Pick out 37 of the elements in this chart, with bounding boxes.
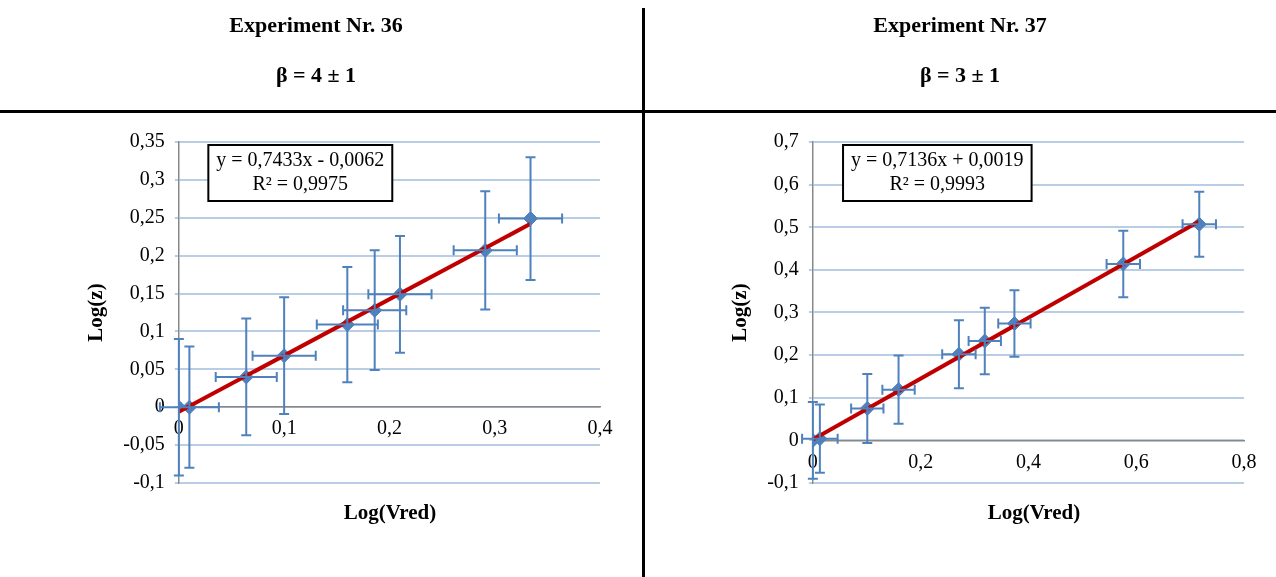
x-tick-label: 0,4 bbox=[1015, 449, 1041, 472]
y-tick-label: 0,1 bbox=[139, 318, 165, 341]
y-tick-label: 0,3 bbox=[139, 167, 165, 190]
x-tick-label: 0,1 bbox=[271, 416, 297, 439]
chart-title: Experiment Nr. 36 bbox=[228, 12, 404, 38]
y-tick-label: 0,3 bbox=[773, 299, 799, 322]
y-tick-label: 0,05 bbox=[129, 356, 165, 379]
x-tick-label: 0,8 bbox=[1231, 449, 1257, 472]
x-tick-label: 0,4 bbox=[587, 416, 613, 439]
y-tick-label: -0,05 bbox=[123, 432, 165, 455]
y-tick-label: 0,6 bbox=[773, 171, 799, 194]
x-axis-title: Log(Vred) bbox=[986, 500, 1082, 525]
y-tick-label: 0,1 bbox=[773, 385, 799, 407]
annotation: R² = 0,9993 bbox=[889, 172, 986, 195]
y-axis-title: Log(z) bbox=[83, 283, 108, 342]
y-tick-label: 0,2 bbox=[139, 242, 165, 265]
y-tick-label: 0,35 bbox=[129, 129, 165, 152]
x-tick-label: 0,3 bbox=[482, 416, 508, 439]
y-tick-label: 0,4 bbox=[773, 257, 799, 280]
chart-title: Experiment Nr. 37 bbox=[872, 12, 1048, 38]
x-tick-label: 0,2 bbox=[376, 416, 402, 439]
annotation: y = 0,7433x - 0,0062 bbox=[216, 148, 385, 172]
chart-subtitle: β = 3 ± 1 bbox=[918, 62, 1002, 88]
x-tick-label: 0,6 bbox=[1123, 449, 1149, 472]
y-tick-label: -0,1 bbox=[767, 470, 799, 493]
y-tick-label: -0,1 bbox=[133, 470, 165, 493]
y-tick-label: 0,5 bbox=[773, 214, 799, 237]
annotation: y = 0,7136x + 0,0019 bbox=[851, 148, 1024, 172]
y-axis-title: Log(z) bbox=[727, 283, 752, 342]
annotation: R² = 0,9975 bbox=[252, 172, 349, 195]
y-tick-label: 0,25 bbox=[129, 205, 165, 228]
chart-subtitle: β = 4 ± 1 bbox=[274, 62, 358, 88]
y-tick-label: 0,2 bbox=[773, 342, 799, 365]
y-tick-label: 0,7 bbox=[773, 129, 799, 152]
y-tick-label: 0,15 bbox=[129, 280, 165, 303]
x-tick-label: 0,2 bbox=[908, 449, 934, 472]
x-axis-title: Log(Vred) bbox=[342, 500, 438, 525]
